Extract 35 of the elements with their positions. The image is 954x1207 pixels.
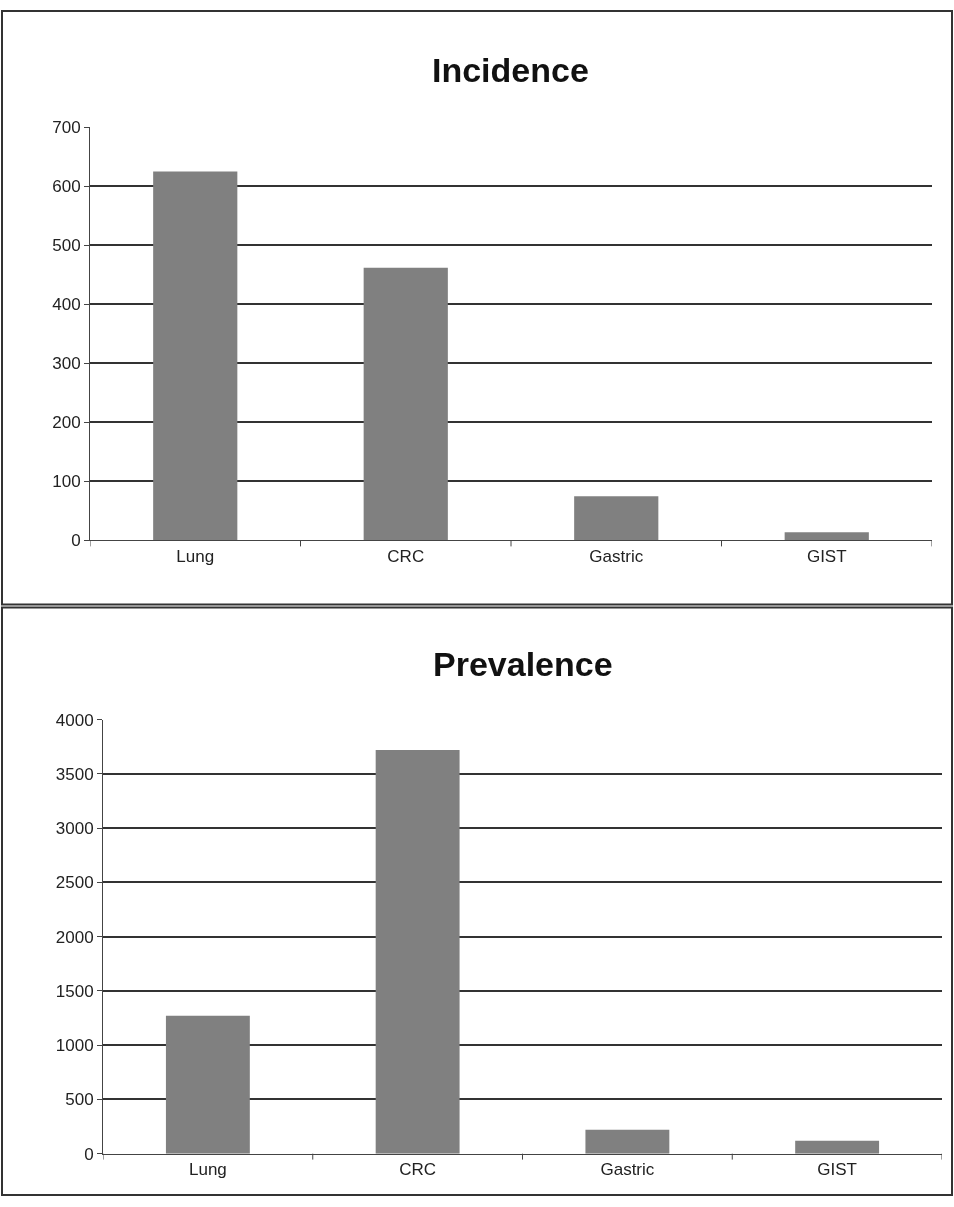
y-tick-label: 2500 <box>55 873 94 893</box>
y-tick-label: 2000 <box>55 927 94 947</box>
x-tick-label: GIST <box>806 546 847 566</box>
y-tick-label: 4000 <box>55 710 94 730</box>
bar <box>795 1140 880 1154</box>
bar <box>585 1129 670 1154</box>
y-tick-label: 3000 <box>55 819 94 839</box>
y-tick-label: 1000 <box>55 1036 94 1056</box>
y-tick-label: 300 <box>52 354 81 374</box>
y-tick-label: 100 <box>52 472 81 492</box>
y-tick-label: 3500 <box>55 764 94 784</box>
x-tick-label: Gastric <box>589 546 644 566</box>
x-tick-label: CRC <box>399 1160 437 1180</box>
y-tick-label: 500 <box>52 236 81 256</box>
bar <box>375 750 460 1154</box>
bar <box>784 532 869 541</box>
x-tick-label: Lung <box>188 1160 227 1180</box>
y-tick-label: 500 <box>65 1090 94 1110</box>
x-tick-label: Gastric <box>600 1160 655 1180</box>
y-tick-label: 1500 <box>55 981 94 1001</box>
bar <box>363 267 448 541</box>
x-tick-label: Lung <box>176 546 215 566</box>
y-tick-label: 0 <box>84 1144 94 1164</box>
x-tick-label: CRC <box>387 546 425 566</box>
x-tick-label: GIST <box>817 1160 857 1180</box>
y-tick-label: 0 <box>71 531 81 551</box>
chart-title: Incidence <box>432 51 589 89</box>
bar <box>165 1015 250 1154</box>
bar <box>153 171 238 541</box>
bar <box>574 496 659 541</box>
y-tick-label: 400 <box>52 295 81 315</box>
chart-title: Prevalence <box>433 645 613 683</box>
y-tick-label: 700 <box>52 118 81 138</box>
y-tick-label: 600 <box>52 177 81 197</box>
y-tick-label: 200 <box>52 413 81 433</box>
